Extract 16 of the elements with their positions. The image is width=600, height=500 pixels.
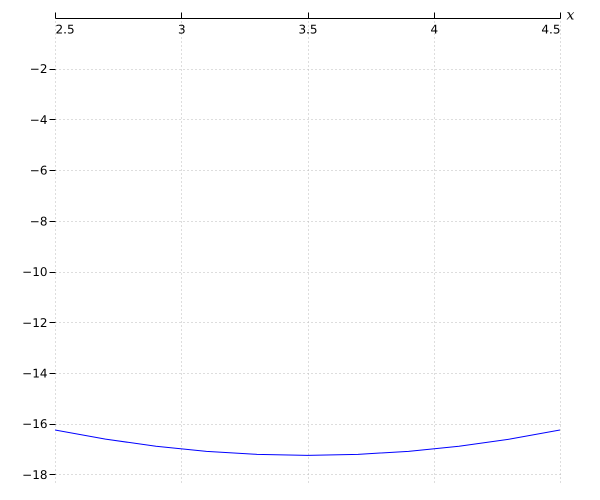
x-tick-label: 3 — [178, 22, 186, 36]
y-tick-label: −2 — [30, 62, 48, 76]
y-tick-label: −8 — [30, 214, 48, 228]
y-tick-label: −18 — [22, 468, 48, 482]
y-tick-label: −16 — [22, 417, 48, 432]
y-tick-label: −10 — [22, 265, 48, 280]
x-tick-label: 3.5 — [298, 22, 318, 36]
x-axis-title: x — [566, 8, 575, 24]
x-tick-label: 4.5 — [541, 22, 560, 36]
x-tick-label: 4 — [430, 22, 438, 36]
x-tick-label: 2.5 — [56, 22, 75, 36]
line-series — [55, 430, 560, 456]
y-tick-label: −12 — [22, 316, 48, 330]
y-tick-label: −14 — [22, 366, 48, 380]
y-tick-label: −4 — [30, 112, 48, 127]
y-tick-label: −6 — [30, 164, 48, 178]
